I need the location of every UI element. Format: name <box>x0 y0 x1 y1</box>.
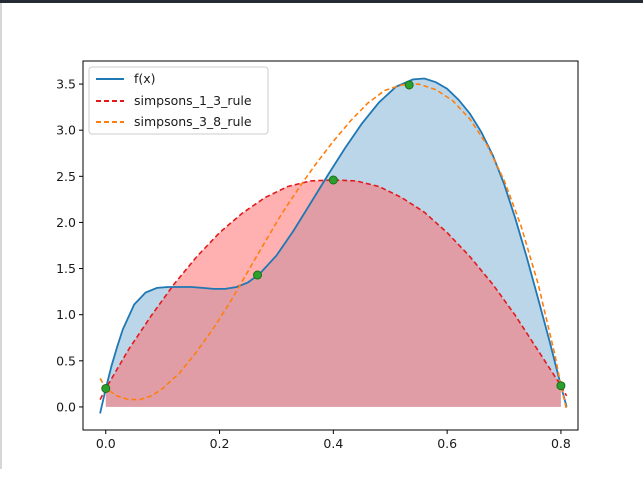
y-tick-label: 1.5 <box>56 261 76 276</box>
sample-point-marker <box>101 383 111 393</box>
x-tick-label: 0.8 <box>551 436 571 451</box>
series-line-simpsons-1-3 <box>99 179 568 400</box>
plot-frame <box>82 60 579 431</box>
sample-point-marker <box>253 270 263 280</box>
series-line-simpsons-3-8 <box>99 83 568 410</box>
y-tick-label: 1.0 <box>56 307 76 322</box>
series-lines <box>99 77 568 414</box>
x-tick-label: 0.2 <box>210 436 230 451</box>
y-tick-label: 3.0 <box>56 123 76 138</box>
legend-label-simpsons-1-3: simpsons_1_3_rule <box>134 93 252 108</box>
y-tick-label: 2.5 <box>56 169 76 184</box>
y-tick-label: 0.0 <box>56 399 76 414</box>
legend: f(x) simpsons_1_3_rule simpsons_3_8_rule <box>88 66 269 135</box>
x-tick-label: 0.4 <box>323 436 343 451</box>
x-tick-label: 0.6 <box>437 436 457 451</box>
y-tick-label: 2.0 <box>56 215 76 230</box>
x-axis-ticks: 0.0 0.2 0.4 0.6 0.8 <box>96 430 571 451</box>
y-axis-ticks: 0.0 0.5 1.0 1.5 2.0 2.5 3.0 3.5 <box>56 77 83 414</box>
sample-point-marker <box>328 175 338 185</box>
sample-point-marker <box>404 80 414 90</box>
window-left-edge <box>0 3 2 469</box>
y-tick-label: 3.5 <box>56 77 76 92</box>
sample-point-marker <box>556 381 566 391</box>
legend-box <box>88 66 269 135</box>
y-tick-label: 0.5 <box>56 353 76 368</box>
window-top-edge <box>0 0 643 3</box>
area-fills <box>105 78 561 407</box>
sample-point-markers <box>101 80 566 393</box>
fill-under-simpsons-1-3 <box>105 180 561 407</box>
x-tick-label: 0.0 <box>96 436 116 451</box>
legend-label-simpsons-3-8: simpsons_3_8_rule <box>134 114 252 129</box>
legend-label-f: f(x) <box>134 71 156 86</box>
